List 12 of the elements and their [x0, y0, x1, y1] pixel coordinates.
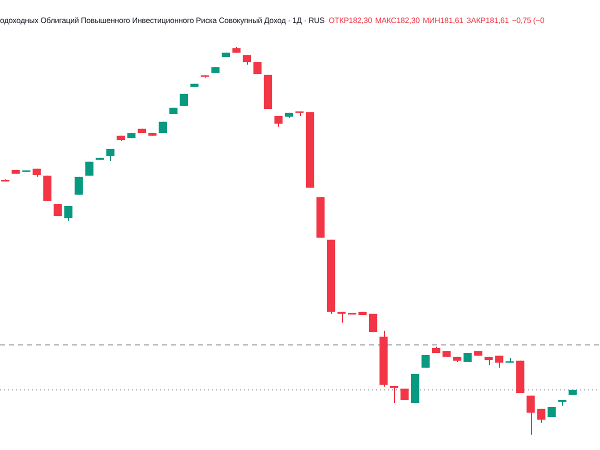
candlestick — [390, 385, 398, 404]
candlestick — [400, 388, 409, 400]
candlestick — [54, 204, 62, 217]
candlestick — [526, 395, 535, 436]
candlestick — [106, 148, 114, 162]
candlestick — [253, 62, 262, 75]
candlestick — [64, 205, 72, 222]
candlestick — [422, 354, 430, 368]
candlestick — [537, 408, 546, 424]
candlestick — [242, 54, 252, 66]
candlestick — [495, 355, 504, 368]
candlestick — [180, 93, 188, 106]
